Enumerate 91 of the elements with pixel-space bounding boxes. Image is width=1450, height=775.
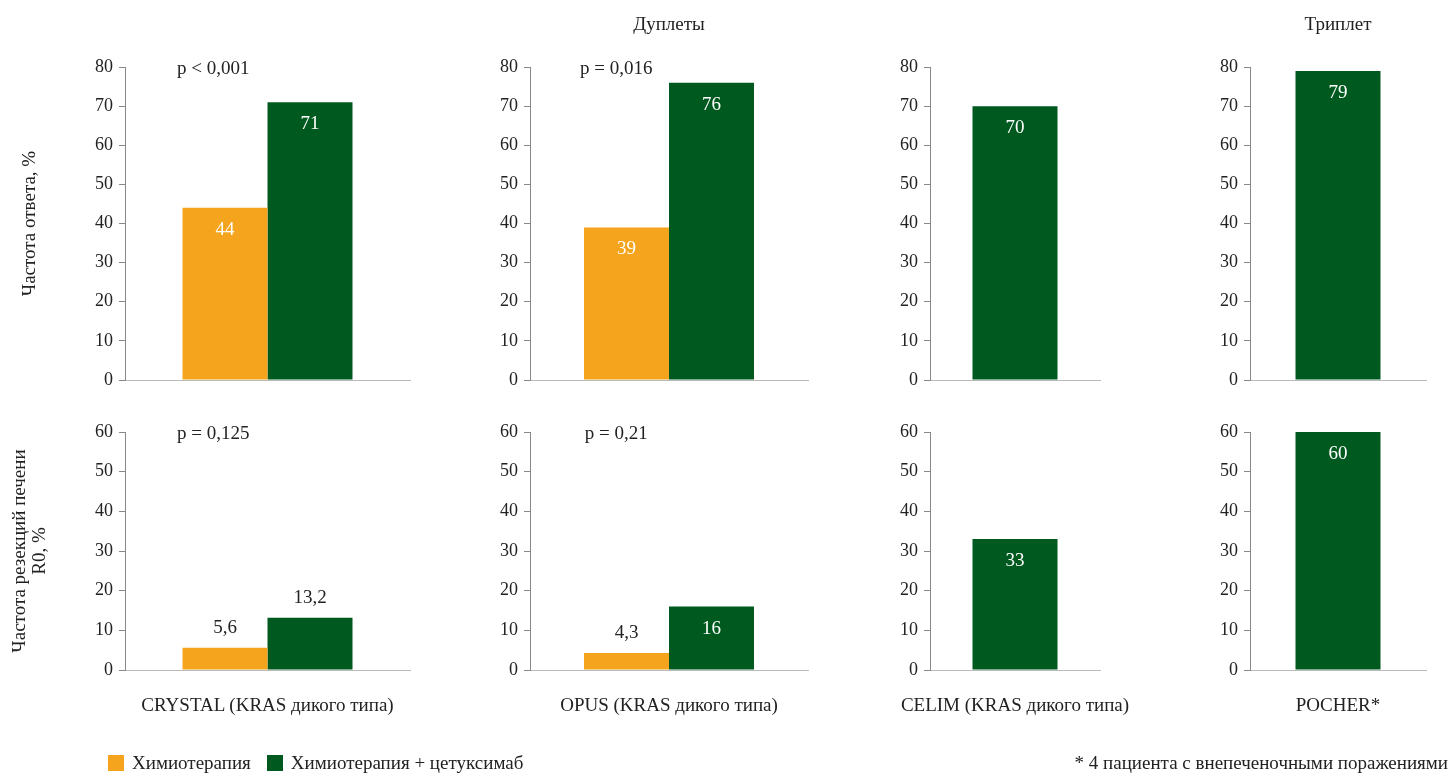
data-label: 13,2 <box>293 585 327 607</box>
y-tick-label: 10 <box>95 619 113 640</box>
legend-label: Химиотерапия + цетуксимаб <box>290 752 524 774</box>
y-tick-label: 10 <box>1220 329 1238 350</box>
y-tick-label: 0 <box>104 368 113 389</box>
data-label: 5,6 <box>213 615 237 637</box>
y-tick-label: 20 <box>500 290 518 311</box>
y-tick-label: 10 <box>900 619 918 640</box>
y-tick-label: 0 <box>104 658 113 679</box>
y-tick-label: 10 <box>900 329 918 350</box>
data-label: 79 <box>1328 80 1348 102</box>
y-tick-label: 60 <box>1220 420 1238 441</box>
x-axis-title: CELIM (KRAS дикого типа) <box>900 693 1130 716</box>
y-tick-label: 40 <box>95 212 113 233</box>
y-tick-label: 70 <box>95 94 113 115</box>
data-label: 4,3 <box>614 620 639 642</box>
y-tick-label: 20 <box>1220 579 1238 600</box>
y-tick-label: 50 <box>1220 173 1238 194</box>
y-tick-label: 60 <box>95 133 113 154</box>
y-tick-label: 50 <box>500 173 518 194</box>
y-tick-label: 20 <box>1220 290 1238 311</box>
chart-title: Дуплеты <box>633 12 706 34</box>
annotation: p < 0,001 <box>177 56 250 78</box>
y-tick-label: 30 <box>500 539 518 560</box>
y-tick-label: 70 <box>900 94 918 115</box>
y-tick-label: 50 <box>900 460 918 481</box>
y-tick-label: 40 <box>900 212 918 233</box>
y-tick-label: 0 <box>909 368 918 389</box>
data-label: 71 <box>300 112 320 134</box>
y-tick-label: 60 <box>500 133 518 154</box>
annotation: p = 0,016 <box>579 56 653 78</box>
y-tick-label: 10 <box>500 329 518 350</box>
y-tick-label: 50 <box>95 460 113 481</box>
y-tick-label: 20 <box>500 579 518 600</box>
y-tick-label: 20 <box>95 579 113 600</box>
y-tick-label: 40 <box>500 212 518 233</box>
y-tick-label: 30 <box>900 251 918 272</box>
data-label: 44 <box>215 217 235 239</box>
y-tick-label: 30 <box>95 251 113 272</box>
y-tick-label: 20 <box>95 290 113 311</box>
y-tick-label: 30 <box>500 251 518 272</box>
chart-title: Триплет <box>1304 12 1373 34</box>
y-axis-title: Частота резекций печени R0, % <box>7 449 49 653</box>
y-tick-label: 10 <box>1220 619 1238 640</box>
y-tick-label: 20 <box>900 579 918 600</box>
y-tick-label: 30 <box>1220 539 1238 560</box>
y-tick-label: 80 <box>1220 55 1238 76</box>
y-tick-label: 0 <box>909 658 918 679</box>
y-tick-label: 0 <box>509 368 518 389</box>
data-label: 33 <box>1005 549 1025 571</box>
y-tick-label: 60 <box>1220 133 1238 154</box>
y-tick-label: 60 <box>95 420 113 441</box>
x-axis-title: OPUS (KRAS дикого типа) <box>560 693 778 716</box>
y-tick-label: 60 <box>900 420 918 441</box>
annotation: p = 0,125 <box>177 421 250 443</box>
y-tick-label: 50 <box>1220 460 1238 481</box>
y-tick-label: 0 <box>509 658 518 679</box>
data-label: 39 <box>617 237 636 259</box>
y-tick-label: 40 <box>1220 500 1238 521</box>
y-tick-label: 70 <box>1220 94 1238 115</box>
y-tick-label: 50 <box>95 173 113 194</box>
y-tick-label: 40 <box>900 500 918 521</box>
y-tick-label: 60 <box>500 420 518 441</box>
y-tick-label: 80 <box>500 55 518 76</box>
y-tick-label: 80 <box>900 55 918 76</box>
data-label: 70 <box>1005 116 1025 138</box>
text: * 4 пациента с внепеченочными поражениями <box>1074 752 1448 774</box>
data-label: 16 <box>702 616 721 638</box>
y-tick-label: 60 <box>900 133 918 154</box>
y-axis-title: Частота ответа, % <box>17 150 39 297</box>
y-tick-label: 0 <box>1229 658 1238 679</box>
y-tick-label: 50 <box>500 460 518 481</box>
y-tick-label: 30 <box>95 539 113 560</box>
y-tick-label: 30 <box>900 539 918 560</box>
y-tick-label: 10 <box>500 619 518 640</box>
y-tick-label: 0 <box>1229 368 1238 389</box>
data-label: 60 <box>1328 441 1348 463</box>
x-axis-title: CRYSTAL (KRAS дикого типа) <box>141 693 394 716</box>
annotation: p = 0,21 <box>584 421 648 443</box>
y-tick-label: 40 <box>1220 212 1238 233</box>
legend-label: Химиотерапия <box>132 752 251 774</box>
y-tick-label: 40 <box>95 500 113 521</box>
data-label: 76 <box>702 92 721 114</box>
y-tick-label: 30 <box>1220 251 1238 272</box>
x-axis-title: POCHER* <box>1295 693 1381 715</box>
y-tick-label: 10 <box>95 329 113 350</box>
y-tick-label: 40 <box>500 500 518 521</box>
y-tick-label: 50 <box>900 173 918 194</box>
y-tick-label: 70 <box>500 94 518 115</box>
y-tick-label: 80 <box>95 55 113 76</box>
y-tick-label: 20 <box>900 290 918 311</box>
